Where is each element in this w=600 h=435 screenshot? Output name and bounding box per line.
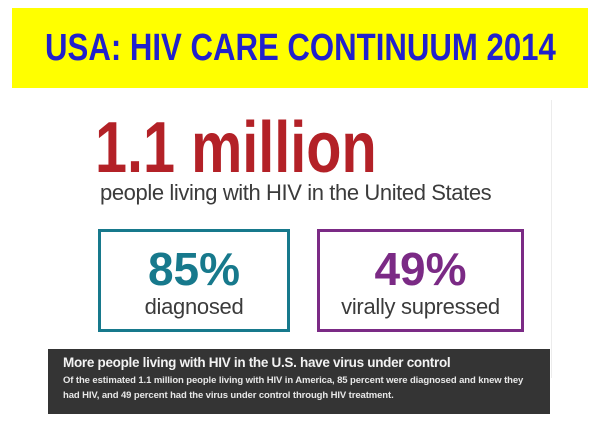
headline-value: 1.1 million	[95, 108, 377, 188]
page-title: USA: HIV CARE CONTINUUM 2014	[44, 26, 556, 69]
footer-note: More people living with HIV in the U.S. …	[48, 349, 550, 414]
footer-heading: More people living with HIV in the U.S. …	[63, 355, 451, 370]
card-edge-line	[551, 100, 552, 378]
virally-supressed-percent-value: 49%	[374, 242, 467, 295]
footer-body: Of the estimated 1.1 million people livi…	[63, 375, 524, 401]
diagnosed-label: diagnosed	[144, 293, 244, 319]
diagnosed-percent-value: 85%	[147, 242, 241, 295]
headline-subtitle: people living with HIV in the United Sta…	[100, 180, 492, 205]
stat-box-diagnosed: 85% diagnosed	[98, 229, 290, 332]
virally-supressed-label: virally supressed	[341, 293, 500, 319]
stat-box-virally-supressed: 49% virally supressed	[317, 229, 524, 332]
title-banner: USA: HIV CARE CONTINUUM 2014	[12, 8, 588, 88]
